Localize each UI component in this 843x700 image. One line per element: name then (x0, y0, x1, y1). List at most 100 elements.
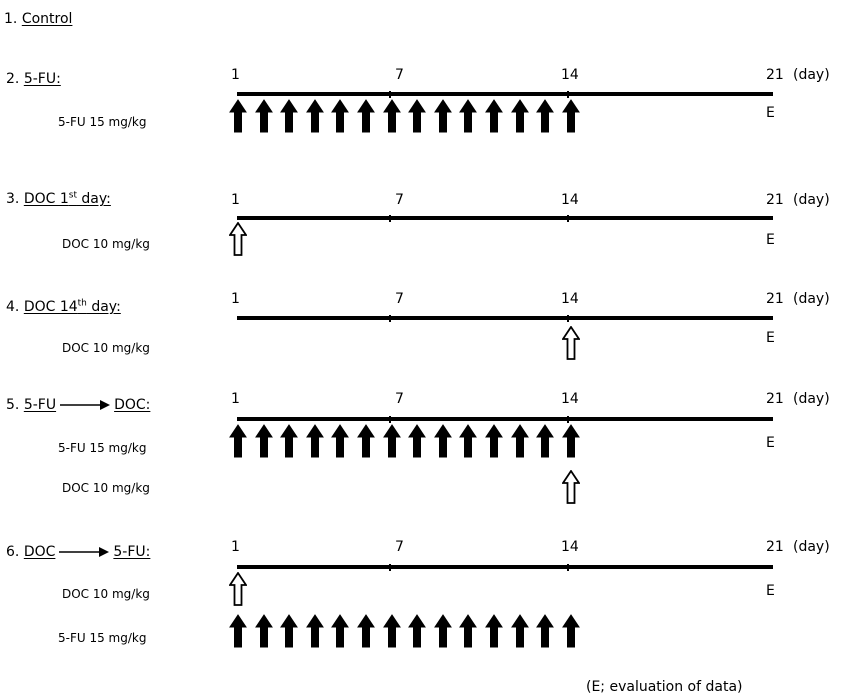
group-6-number: 6. (6, 544, 20, 560)
g5-row2-drug: DOC 10 mg/kg (62, 481, 150, 495)
group-3-label: DOC 1st day: (23, 190, 111, 207)
g5-tick-1: 1 (231, 391, 240, 407)
g2-tick-14: 14 (561, 67, 579, 83)
g2-eval: E (766, 105, 775, 121)
g5-tick-7: 7 (395, 391, 404, 407)
section-1-number: 1. (4, 11, 18, 27)
dose-arrow-filled-icon (280, 614, 299, 648)
group-2-label: 5-FU: (23, 71, 61, 87)
g5-tick-14: 14 (561, 391, 579, 407)
g2-row1-drug: 5-FU 15 mg/kg (58, 115, 147, 129)
g5-timeline (237, 416, 773, 423)
g3-tick-21: 21 (766, 192, 784, 208)
g5-eval: E (766, 435, 775, 451)
g2-tick-mark-14 (567, 91, 569, 98)
g6-tick-mark-7 (389, 564, 391, 571)
dose-arrow-filled-icon (229, 99, 247, 133)
g3-tick-1: 1 (231, 192, 240, 208)
dose-arrow-filled-icon (510, 424, 529, 458)
group-5-number: 5. (6, 397, 20, 413)
dose-arrow-filled-icon (433, 424, 452, 458)
dose-arrow-filled-icon (382, 614, 401, 648)
dose-arrow-filled-icon (280, 424, 299, 458)
g4-tick-1: 1 (231, 291, 240, 307)
g6-tick-mark-14 (567, 564, 569, 571)
group-4-title: 4. DOC 14th day: (6, 299, 121, 315)
dose-arrow-filled-icon (485, 424, 503, 458)
dose-arrow-filled-icon (561, 99, 580, 133)
dose-arrow-filled-icon (433, 614, 452, 648)
dose-arrow-filled-icon (433, 99, 452, 133)
dose-arrow-filled-icon (485, 614, 503, 648)
g2-tick-21: 21 (766, 67, 784, 83)
dose-arrow-filled-icon (536, 424, 555, 458)
dose-arrow-filled-icon (561, 424, 580, 458)
group-5-title: 5. 5-FU DOC: (6, 398, 150, 412)
g6-eval: E (766, 583, 775, 599)
dose-arrow-open-icon (561, 326, 580, 360)
dose-arrow-filled-icon (229, 424, 247, 458)
dose-arrow-filled-icon (280, 99, 299, 133)
dose-arrow-filled-icon (459, 99, 478, 133)
g3-tick-mark-7 (389, 215, 391, 222)
g6-tick-14: 14 (561, 539, 579, 555)
g2-timeline (237, 91, 773, 98)
g2-tick-mark-7 (389, 91, 391, 98)
g3-timeline (237, 215, 773, 222)
dose-arrow-filled-icon (305, 424, 324, 458)
dose-arrow-filled-icon (382, 99, 401, 133)
g3-tick-7: 7 (395, 192, 404, 208)
g5-day-unit: (day) (793, 391, 830, 407)
group-6-arrow-icon (59, 547, 110, 557)
group-2-number: 2. (6, 71, 20, 87)
group-2-title: 2. 5-FU: (6, 72, 61, 86)
dose-arrow-filled-icon (357, 614, 375, 648)
dose-arrow-filled-icon (357, 99, 375, 133)
dose-arrow-filled-icon (459, 614, 478, 648)
group-3-number: 3. (6, 191, 20, 207)
g4-day-unit: (day) (793, 291, 830, 307)
dose-arrow-filled-icon (510, 614, 529, 648)
g6-tick-21: 21 (766, 539, 784, 555)
section-1-title: 1. Control (4, 12, 72, 26)
g4-tick-mark-14 (567, 315, 569, 322)
g4-row1-drug: DOC 10 mg/kg (62, 341, 150, 355)
group-5-label: 5-FU DOC: (23, 397, 151, 413)
group-3-title: 3. DOC 1st day: (6, 190, 111, 207)
g5-tick-mark-7 (389, 416, 391, 423)
dose-arrow-filled-icon (382, 424, 401, 458)
g5-tick-mark-14 (567, 416, 569, 423)
section-1-label: Control (21, 11, 73, 27)
g5-tick-21: 21 (766, 391, 784, 407)
g3-tick-14: 14 (561, 192, 579, 208)
dose-arrow-filled-icon (305, 99, 324, 133)
dose-arrow-filled-icon (536, 614, 555, 648)
dose-arrow-filled-icon (254, 614, 273, 648)
g6-row1-drug: DOC 10 mg/kg (62, 587, 150, 601)
dose-arrow-open-icon (229, 572, 247, 606)
g2-tick-1: 1 (231, 67, 240, 83)
g2-day-unit: (day) (793, 67, 830, 83)
footnote: (E; evaluation of data) (586, 679, 743, 695)
group-6-label: DOC 5-FU: (23, 544, 151, 560)
g3-row1-drug: DOC 10 mg/kg (62, 237, 150, 251)
dose-arrow-filled-icon (305, 614, 324, 648)
g4-eval: E (766, 330, 775, 346)
dose-arrow-filled-icon (485, 99, 503, 133)
g4-tick-21: 21 (766, 291, 784, 307)
dose-arrow-filled-icon (561, 614, 580, 648)
dose-arrow-filled-icon (408, 424, 427, 458)
group-6-title: 6. DOC 5-FU: (6, 545, 150, 559)
dose-arrow-filled-icon (408, 99, 427, 133)
g4-tick-7: 7 (395, 291, 404, 307)
dose-arrow-filled-icon (331, 614, 350, 648)
dose-arrow-filled-icon (357, 424, 375, 458)
dose-arrow-filled-icon (408, 614, 427, 648)
g4-tick-14: 14 (561, 291, 579, 307)
g6-day-unit: (day) (793, 539, 830, 555)
g4-tick-mark-7 (389, 315, 391, 322)
dose-arrow-filled-icon (510, 99, 529, 133)
group-4-number: 4. (6, 299, 20, 315)
g6-tick-1: 1 (231, 539, 240, 555)
g3-tick-mark-14 (567, 215, 569, 222)
